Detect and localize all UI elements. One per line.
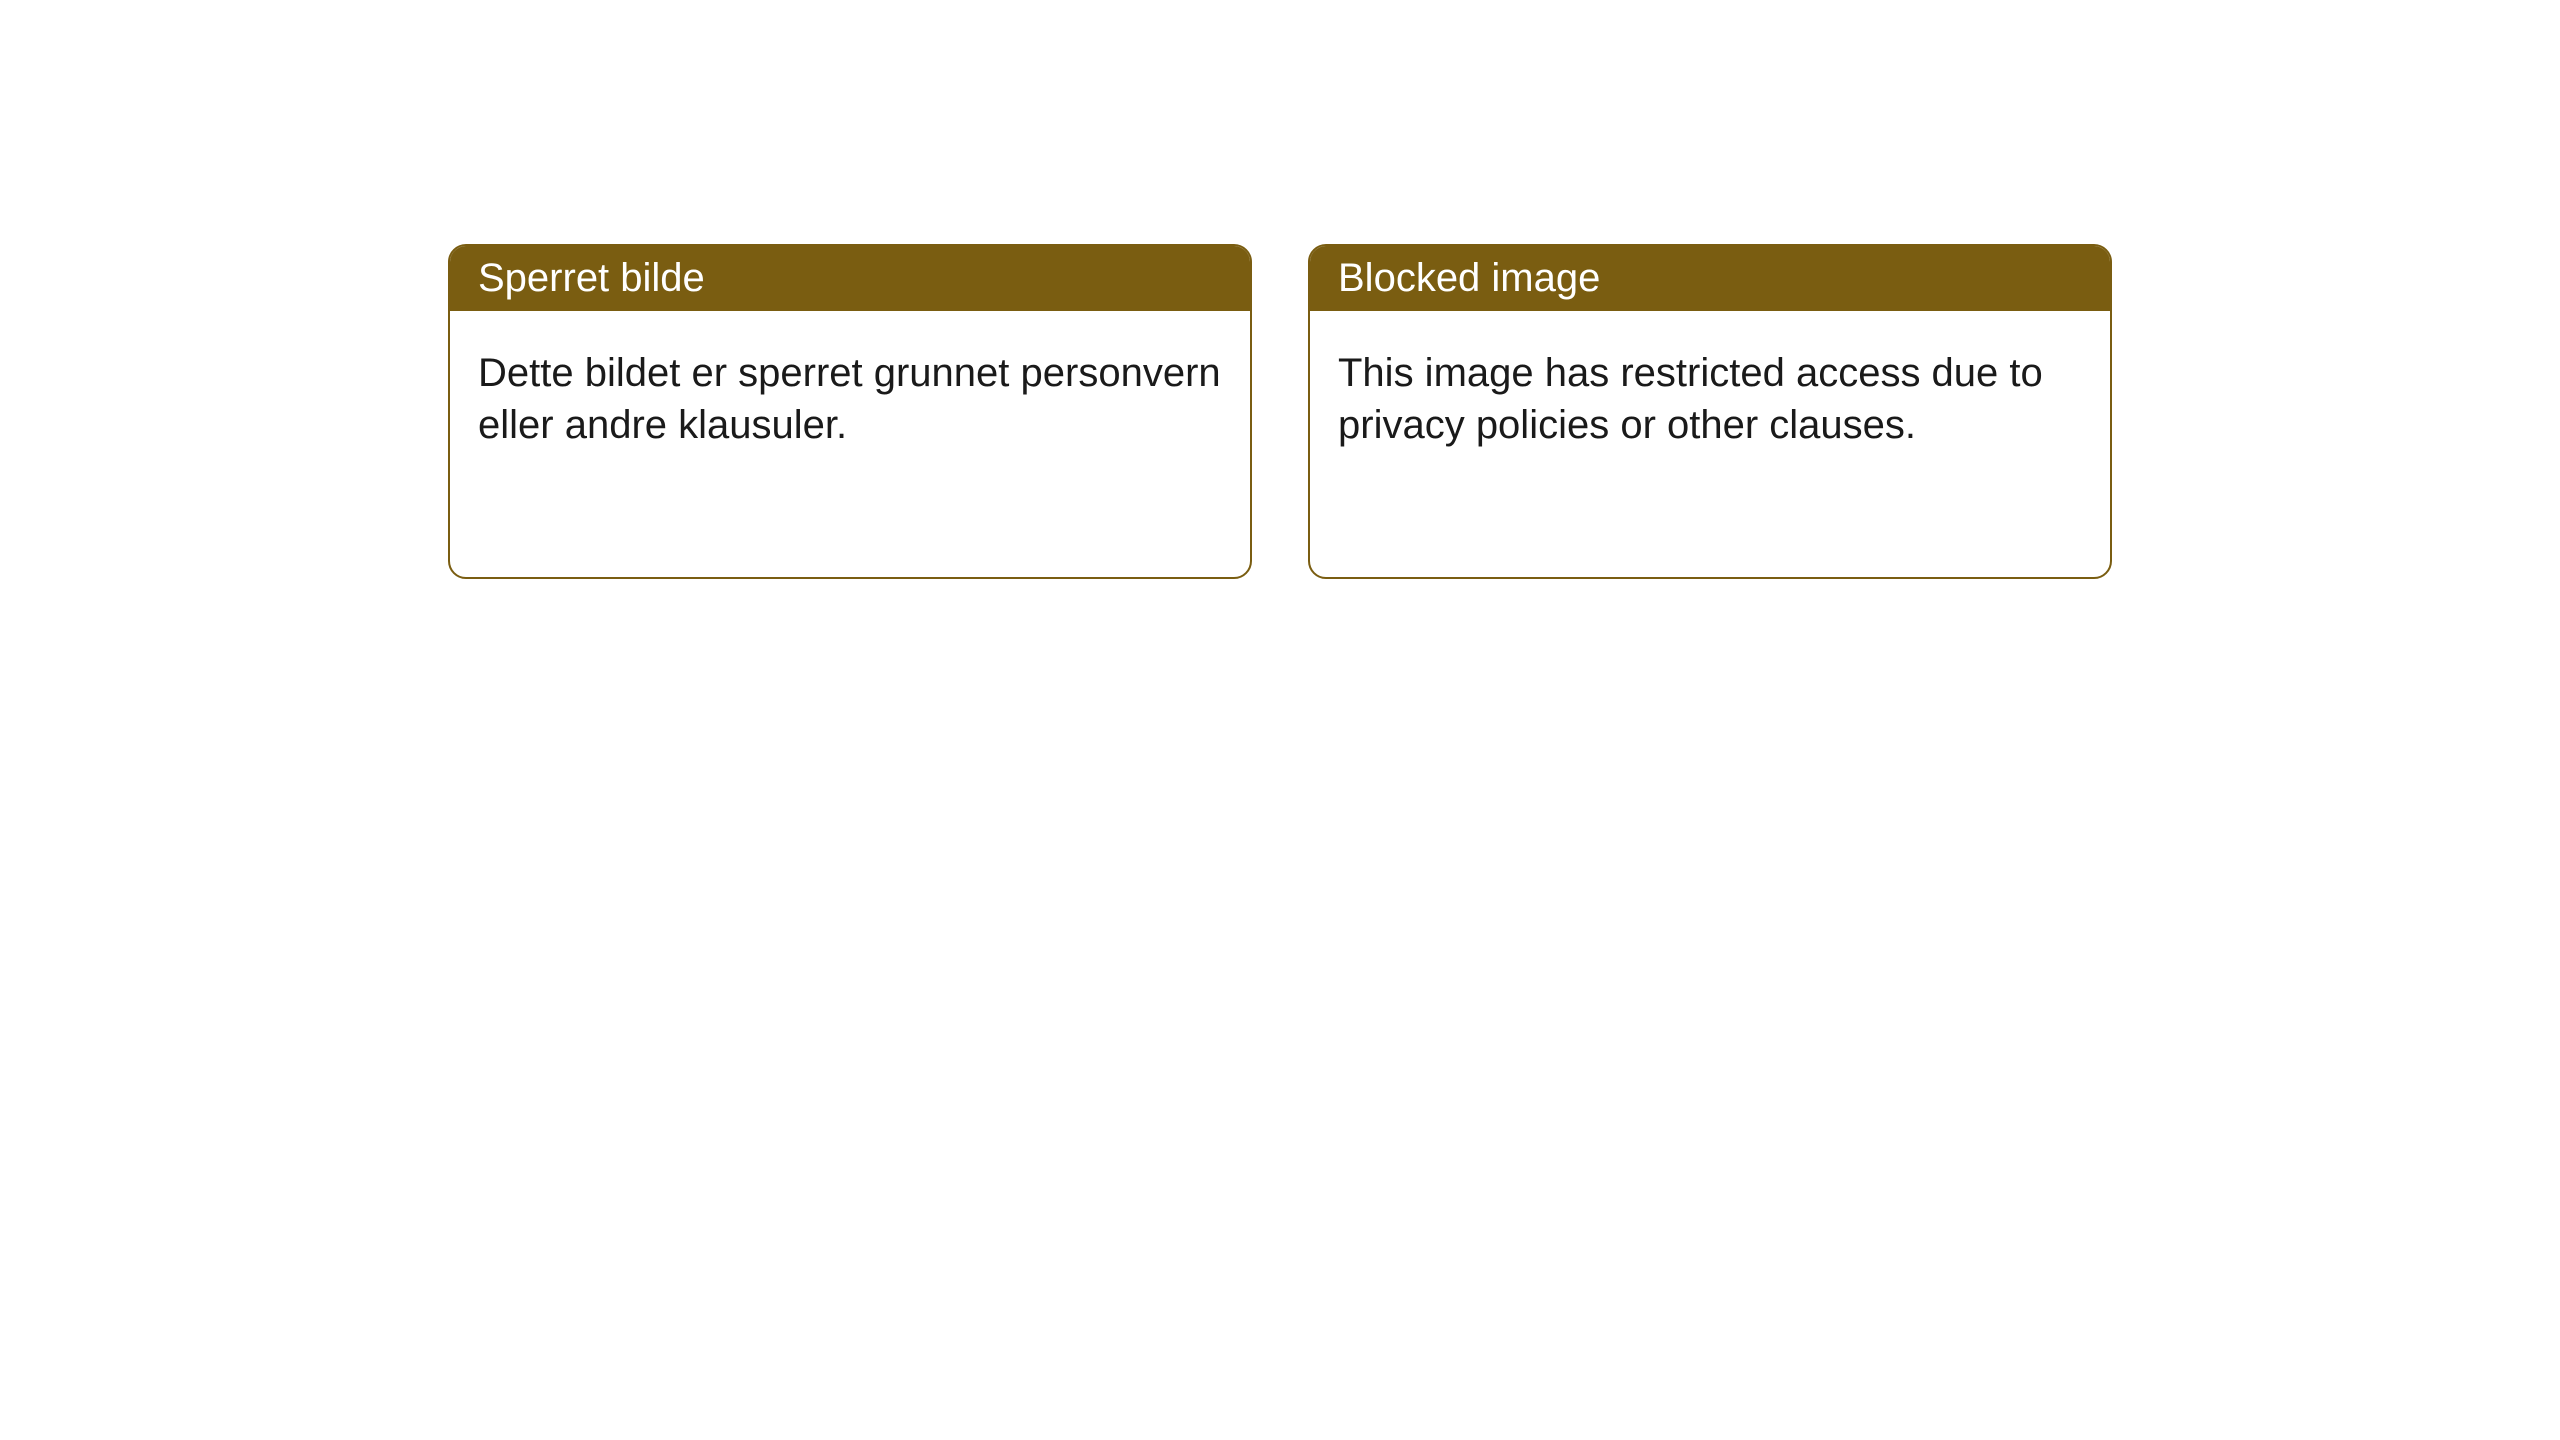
notice-card-norwegian: Sperret bilde Dette bildet er sperret gr… [448, 244, 1252, 579]
notice-title-norwegian: Sperret bilde [450, 246, 1250, 311]
notice-container: Sperret bilde Dette bildet er sperret gr… [0, 0, 2560, 579]
notice-title-english: Blocked image [1310, 246, 2110, 311]
notice-card-english: Blocked image This image has restricted … [1308, 244, 2112, 579]
notice-body-english: This image has restricted access due to … [1310, 311, 2110, 487]
notice-body-norwegian: Dette bildet er sperret grunnet personve… [450, 311, 1250, 487]
